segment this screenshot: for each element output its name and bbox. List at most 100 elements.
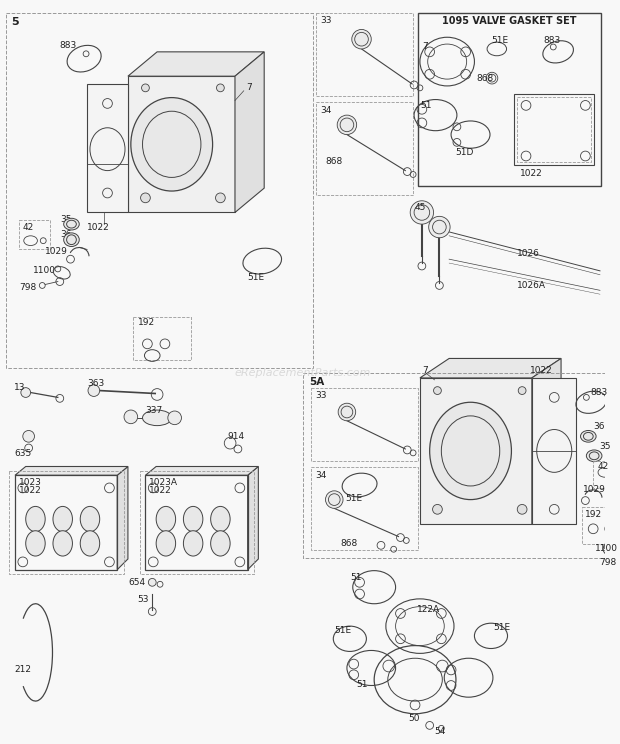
Text: 654: 654 [128,578,145,587]
Bar [515,94,594,164]
Text: 635: 635 [14,449,31,458]
Ellipse shape [211,530,230,556]
Text: 51: 51 [350,573,361,582]
Ellipse shape [53,530,73,556]
Bar [582,507,620,545]
Bar [9,472,124,574]
Bar [517,97,591,162]
Polygon shape [15,466,128,475]
Text: 868: 868 [326,157,343,167]
Circle shape [433,387,441,394]
Text: 51: 51 [356,680,368,689]
Polygon shape [532,378,575,524]
Text: 33: 33 [316,391,327,400]
Circle shape [410,201,433,224]
Text: 868: 868 [340,539,357,548]
Circle shape [21,388,30,397]
Text: 192: 192 [138,318,155,327]
Text: 51E: 51E [334,626,352,635]
Bar [140,472,254,574]
Circle shape [433,504,442,514]
Polygon shape [420,359,561,378]
Bar [593,461,620,488]
Ellipse shape [587,450,602,461]
Text: 883: 883 [60,40,77,50]
Ellipse shape [25,530,45,556]
Bar [303,373,605,558]
Text: 51D: 51D [455,147,473,156]
Circle shape [141,84,149,92]
Bar [418,13,601,186]
Text: 35: 35 [60,215,71,224]
Text: 53: 53 [138,595,149,604]
Text: 13: 13 [14,383,25,392]
Text: 35: 35 [599,441,611,451]
Ellipse shape [156,530,175,556]
Bar [6,13,313,368]
Text: 1026A: 1026A [517,281,546,290]
Polygon shape [117,466,128,570]
Text: 192: 192 [585,510,603,519]
Text: 883: 883 [590,388,608,397]
Circle shape [148,578,156,586]
Circle shape [428,217,450,238]
Text: 914: 914 [227,432,244,441]
Text: 36: 36 [593,422,604,431]
Ellipse shape [184,530,203,556]
Text: 363: 363 [87,379,104,388]
Text: 868: 868 [476,74,494,83]
Circle shape [216,84,224,92]
Text: 1023A: 1023A [149,478,179,487]
Text: 1022: 1022 [19,487,42,496]
Polygon shape [128,76,235,213]
Circle shape [326,491,343,508]
Text: 1022: 1022 [520,169,543,178]
Text: 54: 54 [435,727,446,736]
Text: 7: 7 [422,42,428,51]
Text: 36: 36 [60,231,71,240]
Text: 5: 5 [11,16,19,27]
Ellipse shape [64,218,79,230]
Bar [311,467,418,551]
Text: 122A: 122A [417,605,440,614]
Circle shape [88,385,100,397]
Text: 34: 34 [321,106,332,115]
Bar [146,475,247,570]
Text: 1100: 1100 [595,544,618,553]
Ellipse shape [184,507,203,532]
Text: 212: 212 [14,665,31,674]
Text: 1026: 1026 [517,248,540,258]
Text: 51E: 51E [247,273,265,282]
Circle shape [352,30,371,49]
Ellipse shape [430,403,512,499]
Text: 337: 337 [146,405,162,414]
Text: 1100: 1100 [32,266,56,275]
Polygon shape [247,466,259,570]
Bar [19,220,50,249]
Text: 1022: 1022 [530,365,553,375]
Text: 42: 42 [597,462,608,471]
Text: eReplacementParts.com: eReplacementParts.com [235,368,371,378]
Ellipse shape [80,507,100,532]
Ellipse shape [25,507,45,532]
Polygon shape [146,466,259,475]
Text: 51E: 51E [345,494,362,503]
Text: 51E: 51E [491,36,508,45]
Text: 1029: 1029 [45,247,68,256]
Text: 798: 798 [19,283,36,292]
Bar [316,103,413,195]
Circle shape [124,410,138,423]
Bar [15,475,117,570]
Text: 7: 7 [247,83,252,92]
Text: 5A: 5A [309,376,324,387]
Polygon shape [87,84,128,213]
Ellipse shape [80,530,100,556]
Ellipse shape [131,97,213,191]
Text: 798: 798 [599,558,616,568]
Ellipse shape [143,410,172,426]
Text: 1023: 1023 [19,478,42,487]
Circle shape [338,403,356,421]
Polygon shape [235,52,264,213]
Polygon shape [128,52,264,76]
Text: 33: 33 [321,16,332,25]
